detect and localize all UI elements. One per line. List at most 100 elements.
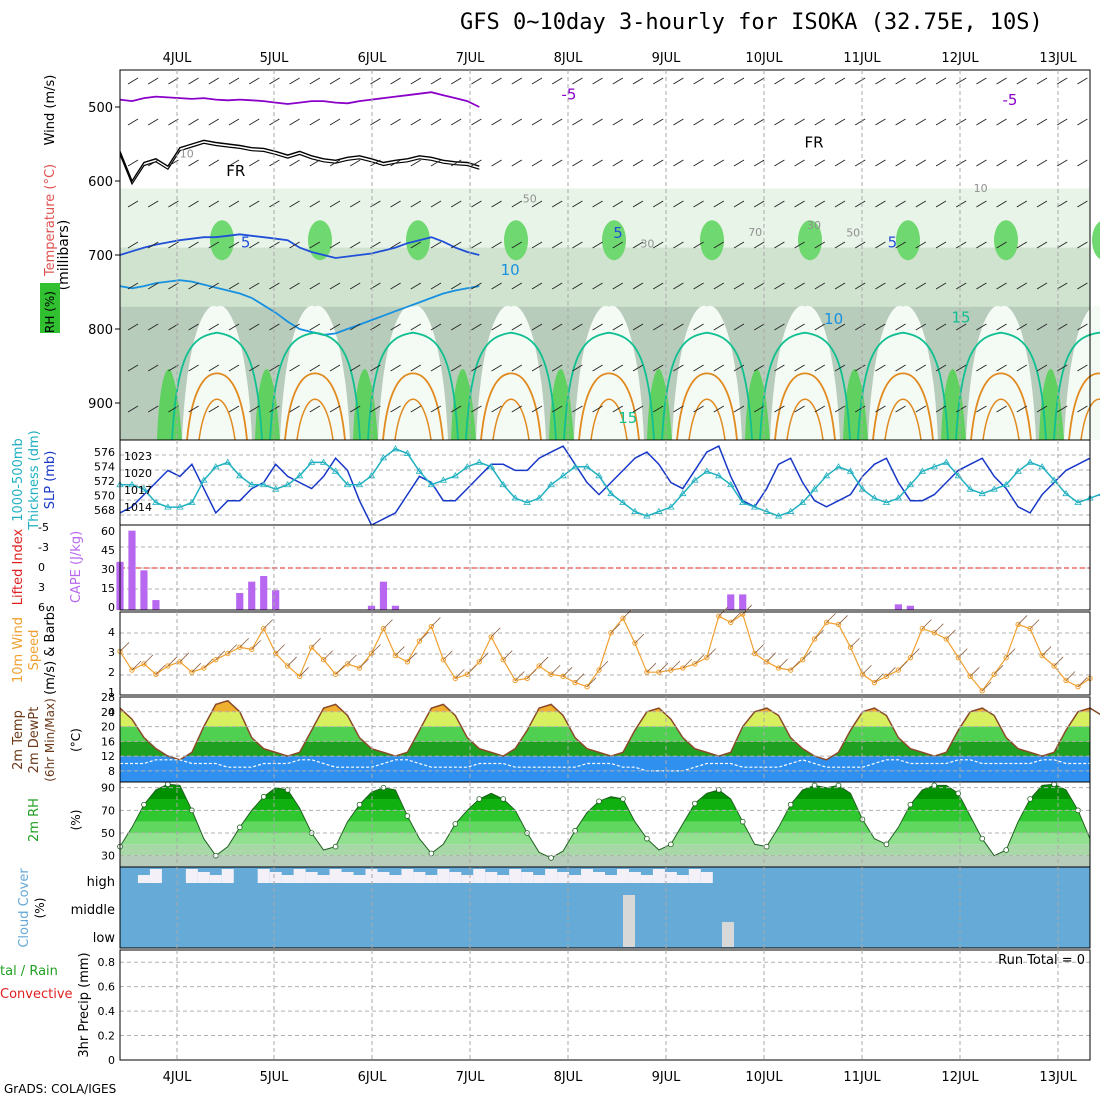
rh-marker xyxy=(883,841,890,848)
thickness-marker xyxy=(978,489,986,497)
rh-marker xyxy=(668,841,674,848)
wind-barb xyxy=(450,323,462,331)
wind-barb xyxy=(713,405,725,413)
wind-barb xyxy=(1016,282,1028,290)
wind-barb xyxy=(511,405,523,413)
wind-barb xyxy=(1056,118,1068,126)
rh-marker xyxy=(1027,796,1033,802)
thickness-marker xyxy=(535,494,543,501)
wind-barb xyxy=(1036,323,1048,331)
wind-barb xyxy=(147,323,159,331)
isotherm-20-arch xyxy=(774,372,836,441)
wind-barb xyxy=(774,241,785,249)
wind-marker xyxy=(536,663,542,669)
wind-barb-10m xyxy=(850,637,860,648)
wind-barb xyxy=(349,364,361,372)
wind-barb xyxy=(329,200,341,208)
thickness-marker xyxy=(655,507,663,514)
wind-barb xyxy=(188,200,199,208)
wind-barb xyxy=(693,77,704,85)
wind-barb xyxy=(572,364,583,372)
cape-li-panel xyxy=(119,524,1091,611)
cape-bar xyxy=(128,530,136,610)
wind-barb xyxy=(733,323,745,331)
thickness-marker xyxy=(798,498,807,506)
thickness-marker xyxy=(295,472,304,479)
wind-barb xyxy=(309,364,321,372)
wind-barb xyxy=(471,159,482,167)
wind-marker xyxy=(249,646,255,653)
wind-barb xyxy=(309,241,321,249)
wind-barb xyxy=(794,77,805,85)
thickness-marker xyxy=(1062,489,1070,497)
wind-barb xyxy=(329,241,341,249)
rh-marker xyxy=(356,801,363,808)
wind-barb xyxy=(511,241,523,249)
wind-barb xyxy=(753,77,765,85)
wind-speed-line xyxy=(119,613,1091,692)
wind-barb xyxy=(551,77,563,85)
isotherm-20-arch xyxy=(1068,372,1100,441)
wind-barb xyxy=(147,364,159,372)
wind-barb xyxy=(976,323,987,331)
wind-barb xyxy=(410,364,422,372)
wind-barb-10m xyxy=(395,646,405,656)
wind-marker xyxy=(787,667,794,673)
wind-barb xyxy=(673,159,684,167)
wind-barb xyxy=(228,323,240,331)
wind-barb xyxy=(248,282,260,290)
wind-barb xyxy=(491,241,502,249)
wind-barb xyxy=(269,323,280,331)
thickness-marker xyxy=(1050,476,1058,483)
wind-barb xyxy=(652,159,664,167)
wind-barb xyxy=(147,405,159,413)
wind-barb xyxy=(612,241,624,249)
ytick-label-thickness: 576 xyxy=(94,446,115,459)
wind-barb xyxy=(471,405,482,413)
wind-barb xyxy=(854,77,866,85)
wind-barb xyxy=(208,241,220,249)
wind-barb-10m xyxy=(922,619,932,629)
rh-marker xyxy=(476,796,483,802)
wind-barb-10m xyxy=(335,664,345,675)
wind-barb-10m xyxy=(478,652,489,663)
day-label-top: 7JUL xyxy=(456,51,486,66)
wind-barb xyxy=(208,77,220,85)
wind-barb xyxy=(248,405,260,413)
rh-blob xyxy=(896,220,920,261)
ytick-label-temp: 12 xyxy=(101,750,115,763)
ytick-label-thickness: 572 xyxy=(94,475,115,488)
wind-marker xyxy=(716,613,722,619)
wind-barb xyxy=(248,323,260,331)
thickness-marker xyxy=(643,512,651,519)
wind-barb xyxy=(450,118,462,126)
wind-barb xyxy=(1036,282,1048,290)
wind-barb xyxy=(753,405,765,413)
wind-marker xyxy=(620,615,626,621)
wind-barb xyxy=(471,200,482,208)
cloud-high-gap xyxy=(581,869,594,883)
wind-barb xyxy=(410,118,422,126)
wind-barb xyxy=(854,118,866,126)
wind-barb xyxy=(652,118,664,126)
rh-band xyxy=(120,799,1090,811)
wind-barb xyxy=(511,77,523,85)
wind-barb xyxy=(592,282,603,290)
wind-barb xyxy=(955,200,967,208)
wind-barb xyxy=(208,323,220,331)
wind-barb xyxy=(1077,364,1088,372)
wind-barb xyxy=(147,241,159,249)
ytick-label: 900 xyxy=(88,397,113,412)
wind-barb-10m xyxy=(263,619,273,629)
legend-rh-swatch xyxy=(40,283,60,333)
thickness-marker xyxy=(810,485,819,492)
wind-barb-10m xyxy=(1005,648,1016,658)
day-label-bottom: 5JUL xyxy=(260,1070,290,1085)
wind-barb-10m xyxy=(646,662,657,673)
wind-barb xyxy=(471,364,482,372)
contour-label: 10 xyxy=(501,261,520,279)
wind-barb xyxy=(976,159,987,167)
wind-barb xyxy=(1056,323,1068,331)
cloud-low-gap xyxy=(722,922,734,947)
thickness-marker xyxy=(403,449,412,456)
